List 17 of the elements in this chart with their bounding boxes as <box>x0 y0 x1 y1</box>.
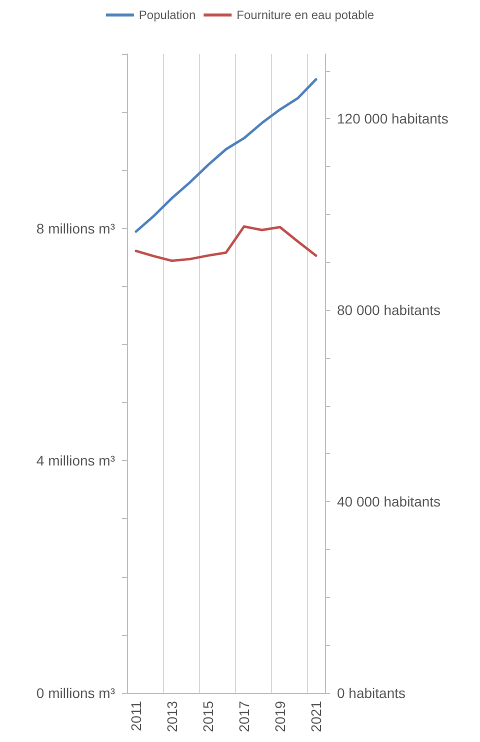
x-tick-label: 2015 <box>200 700 216 732</box>
x-tick-label: 2017 <box>236 700 252 732</box>
y2-tick-label: 0 habitants <box>337 685 406 701</box>
y-tick-label: 0 millions m³ <box>36 685 116 701</box>
y2-tick-label: 40 000 habitants <box>337 494 441 510</box>
x-tick-label: 2013 <box>164 700 180 732</box>
line-series <box>134 78 318 233</box>
x-tick-label: 2011 <box>128 700 144 732</box>
y2-tick-label: 120 000 habitants <box>337 110 448 127</box>
line-series <box>134 225 318 262</box>
x-tick-label: 2019 <box>272 700 288 732</box>
y-tick-label: 8 millions m³ <box>36 220 116 236</box>
legend-label: Fourniture en eau potable <box>236 8 374 22</box>
y2-tick-label: 80 000 habitants <box>337 302 441 318</box>
y-tick-label: 4 millions m³ <box>36 452 116 469</box>
x-tick-label: 2021 <box>308 700 324 732</box>
legend-label: Population <box>138 8 196 22</box>
